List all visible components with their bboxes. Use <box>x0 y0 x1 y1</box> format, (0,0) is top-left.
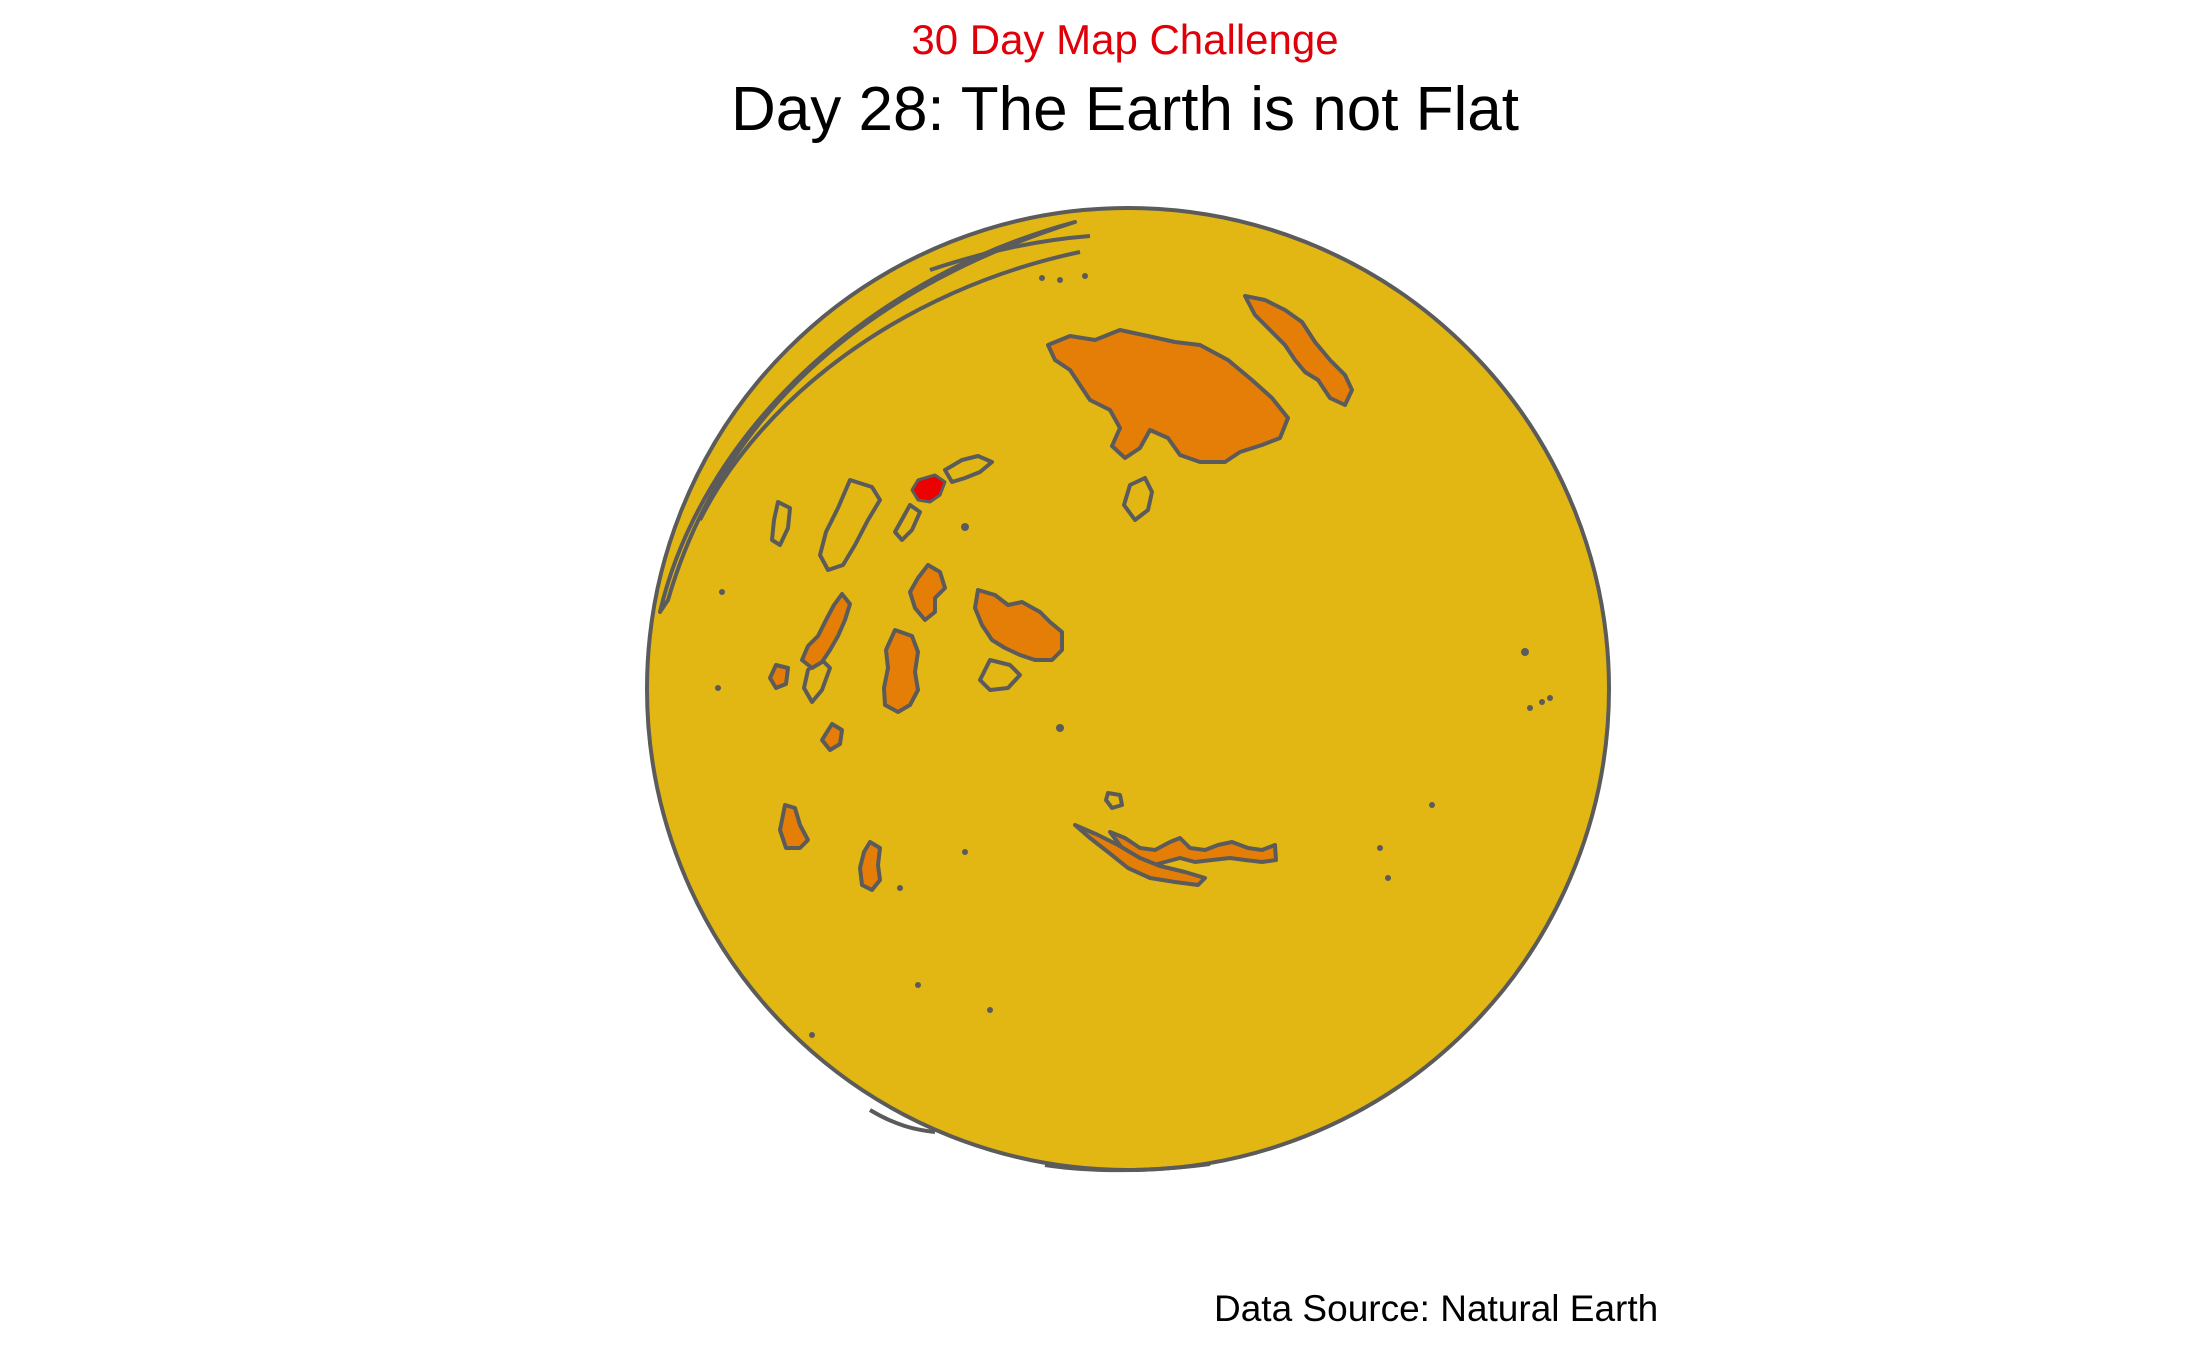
islet <box>719 589 725 595</box>
islet <box>1056 724 1064 732</box>
data-source-caption: Data Source: Natural Earth <box>1214 1288 1659 1329</box>
land-outlines <box>658 220 1211 1173</box>
land-region-west-3 <box>882 628 920 714</box>
islet <box>1377 845 1383 851</box>
rim-coastline-arc <box>929 234 1091 272</box>
islet <box>1547 695 1553 701</box>
island-outline <box>978 658 1022 692</box>
small-islets <box>715 273 1553 1038</box>
islet <box>1527 705 1533 711</box>
land-region-center <box>973 588 1064 662</box>
islet <box>915 982 921 988</box>
land-region-south-2 <box>858 840 882 892</box>
land-region-north <box>1046 328 1290 464</box>
rim-coastline-arc <box>1044 1162 1211 1173</box>
islet <box>1521 648 1529 656</box>
land-region-archipelago-south <box>1073 823 1207 887</box>
land-region-small-1 <box>820 722 844 752</box>
rim-coastline-arc <box>698 250 1081 521</box>
land-region-small-2 <box>768 663 790 690</box>
map-title: Day 28: The Earth is not Flat <box>730 75 1520 144</box>
islet <box>1385 875 1391 881</box>
islet <box>987 1007 993 1013</box>
islet <box>1057 277 1063 283</box>
islet <box>962 849 968 855</box>
land-region-west-2 <box>908 563 947 622</box>
islet <box>1039 275 1045 281</box>
land-region-archipelago <box>1108 830 1278 868</box>
islet <box>1082 273 1088 279</box>
land-strip-southwest <box>893 503 922 542</box>
island-outline <box>1122 476 1154 522</box>
land-region-northeast <box>1243 294 1354 407</box>
rim-coastline-arc <box>658 220 1077 614</box>
land-region-west-1 <box>800 592 852 670</box>
island-outline <box>1104 791 1124 810</box>
map-subtitle: 30 Day Map Challenge <box>911 16 1339 63</box>
islet <box>961 523 969 531</box>
islet <box>1429 802 1435 808</box>
islet <box>715 685 721 691</box>
rim-coastline-arc <box>868 1108 936 1134</box>
land-region-south-1 <box>778 803 810 850</box>
highlighted-lands <box>768 294 1354 892</box>
islet <box>809 1032 815 1038</box>
island-outline <box>818 478 882 572</box>
land-region-focus <box>910 473 947 504</box>
island-outline <box>802 656 832 704</box>
islet <box>1539 699 1545 705</box>
island-outline <box>770 500 792 547</box>
islet <box>897 885 903 891</box>
land-strip-north <box>943 454 994 484</box>
